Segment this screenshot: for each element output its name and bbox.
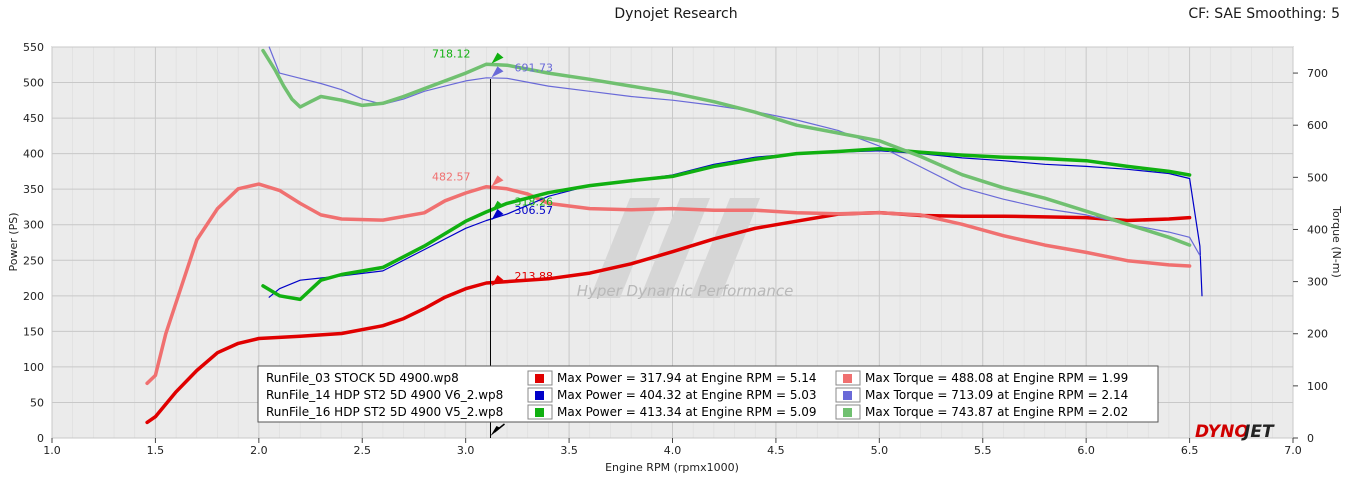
annotation-label: 691.73 bbox=[514, 61, 553, 74]
x-tick-label: 4.5 bbox=[767, 444, 785, 457]
left-tick-label: 300 bbox=[23, 219, 44, 232]
x-tick-label: 3.5 bbox=[560, 444, 578, 457]
left-tick-label: 200 bbox=[23, 290, 44, 303]
series-line-v5_power bbox=[261, 146, 1192, 302]
x-tick-label: 3.0 bbox=[457, 444, 475, 457]
rpm-cursor-marker[interactable] bbox=[490, 423, 505, 436]
x-tick-label: 2.5 bbox=[354, 444, 372, 457]
annotation-label: 213.88 bbox=[514, 270, 553, 283]
left-tick-label: 400 bbox=[23, 148, 44, 161]
right-tick-label: 100 bbox=[1307, 380, 1328, 393]
right-axis-ticks: 0 100 200 300 400 500 600 700 bbox=[1293, 67, 1328, 445]
series-line-stock_power bbox=[145, 210, 1192, 425]
legend-max-power: Max Power = 413.34 at Engine RPM = 5.09 bbox=[557, 405, 817, 419]
legend-run-name: RunFile_16 HDP ST2 5D 4900 V5_2.wp8 bbox=[266, 405, 503, 419]
cursor-arrow-stem[interactable] bbox=[494, 423, 505, 433]
series-line-v6_power bbox=[268, 150, 1203, 298]
series-line-v5_torque bbox=[261, 48, 1192, 247]
legend-power-swatch bbox=[535, 374, 544, 383]
x-axis-title: Engine RPM (rpmx1000) bbox=[605, 461, 739, 474]
left-tick-label: 500 bbox=[23, 77, 44, 90]
left-tick-label: 150 bbox=[23, 325, 44, 338]
x-tick-label: 1.0 bbox=[43, 444, 61, 457]
left-tick-label: 550 bbox=[23, 41, 44, 54]
x-tick-label: 7.0 bbox=[1284, 444, 1302, 457]
right-tick-label: 0 bbox=[1307, 432, 1314, 445]
annotation-label: 318.26 bbox=[514, 196, 553, 209]
annotation-arrow bbox=[491, 52, 504, 64]
annotation-arrow bbox=[491, 200, 504, 212]
chart-title: Dynojet Research bbox=[614, 6, 738, 22]
legend-torque-swatch bbox=[843, 374, 852, 383]
legend-run-name: RunFile_14 HDP ST2 5D 4900 V6_2.wp8 bbox=[266, 388, 503, 402]
legend-power-swatch bbox=[535, 391, 544, 400]
series-line-v6_torque bbox=[268, 46, 1201, 257]
legend-run-name: RunFile_03 STOCK 5D 4900.wp8 bbox=[266, 371, 459, 385]
annotation-arrow bbox=[491, 274, 504, 286]
x-tick-label: 1.5 bbox=[147, 444, 165, 457]
right-tick-label: 200 bbox=[1307, 328, 1328, 341]
x-tick-label: 6.0 bbox=[1077, 444, 1095, 457]
legend-max-power: Max Power = 404.32 at Engine RPM = 5.03 bbox=[557, 388, 817, 402]
legend-torque-swatch bbox=[843, 391, 852, 400]
annotation-label: 718.12 bbox=[432, 48, 471, 61]
logo-dyno: DYNO bbox=[1195, 422, 1249, 442]
left-tick-label: 50 bbox=[30, 396, 44, 409]
x-tick-label: 5.5 bbox=[974, 444, 992, 457]
x-tick-label: 4.0 bbox=[664, 444, 682, 457]
legend-power-swatch bbox=[535, 408, 544, 417]
watermark-text: Hyper Dynamic Performance bbox=[577, 282, 794, 300]
right-tick-label: 300 bbox=[1307, 276, 1328, 289]
legend-max-torque: Max Torque = 743.87 at Engine RPM = 2.02 bbox=[865, 405, 1128, 419]
logo-jet: JET bbox=[1241, 422, 1275, 442]
left-tick-label: 0 bbox=[37, 432, 44, 445]
left-tick-label: 350 bbox=[23, 183, 44, 196]
watermark: Hyper Dynamic Performance bbox=[577, 198, 794, 300]
series-lines bbox=[145, 46, 1203, 425]
annotation-arrow bbox=[491, 66, 504, 78]
correction-factor-label: CF: SAE Smoothing: 5 bbox=[1188, 6, 1340, 22]
left-tick-label: 450 bbox=[23, 112, 44, 125]
x-tick-label: 6.5 bbox=[1181, 444, 1199, 457]
x-axis-ticks: 1.0 1.5 2.0 2.5 3.0 3.5 4.0 4.5 5.0 5.5 6.0 6.5 7.0 bbox=[43, 438, 1302, 457]
x-tick-label: 2.0 bbox=[250, 444, 268, 457]
right-tick-label: 600 bbox=[1307, 119, 1328, 132]
annotation-label: 306.57 bbox=[514, 204, 553, 217]
dynojet-logo: DYNO JET bbox=[1195, 422, 1275, 442]
legend-max-torque: Max Torque = 713.09 at Engine RPM = 2.14 bbox=[865, 388, 1128, 402]
legend-max-torque: Max Torque = 488.08 at Engine RPM = 1.99 bbox=[865, 371, 1128, 385]
x-tick-label: 5.0 bbox=[871, 444, 889, 457]
right-tick-label: 700 bbox=[1307, 67, 1328, 80]
right-axis-title: Torque (N-m) bbox=[1330, 205, 1343, 278]
left-axis-title: Power (PS) bbox=[7, 213, 20, 272]
legend: RunFile_03 STOCK 5D 4900.wp8 Max Power = … bbox=[257, 365, 1159, 423]
annotation-label: 482.57 bbox=[432, 170, 471, 183]
right-tick-label: 400 bbox=[1307, 223, 1328, 236]
left-tick-label: 100 bbox=[23, 361, 44, 374]
right-tick-label: 500 bbox=[1307, 171, 1328, 184]
annotation-arrow bbox=[491, 175, 504, 187]
legend-torque-swatch bbox=[843, 408, 852, 417]
legend-box bbox=[257, 365, 1159, 423]
annotation-arrow bbox=[491, 209, 504, 221]
left-tick-label: 250 bbox=[23, 254, 44, 267]
series-line-stock_torque bbox=[145, 182, 1192, 386]
left-axis-ticks: 0 50 100 150 200 250 300 350 400 450 500 550 bbox=[23, 41, 44, 445]
legend-max-power: Max Power = 317.94 at Engine RPM = 5.14 bbox=[557, 371, 817, 385]
